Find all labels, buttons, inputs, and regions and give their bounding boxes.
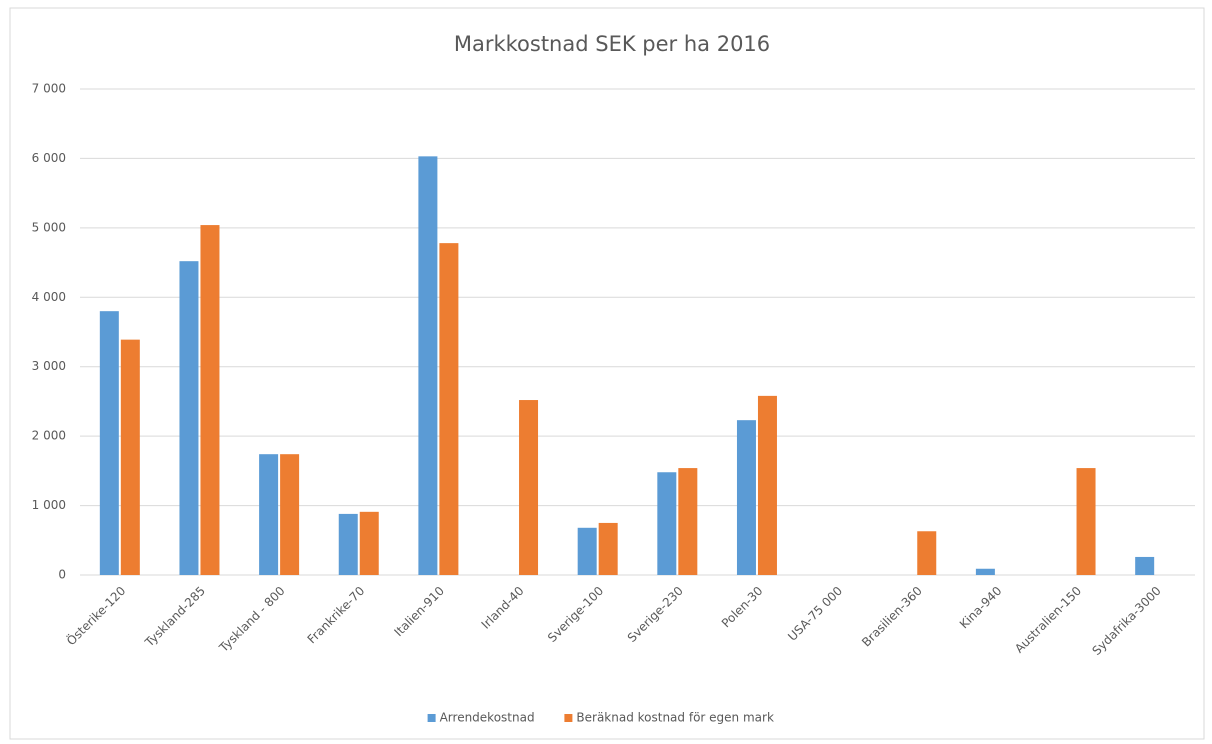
chart-title: Markkostnad SEK per ha 2016 <box>454 32 770 56</box>
bar <box>975 568 995 575</box>
y-tick-label: 1 000 <box>32 498 66 512</box>
bar <box>678 468 698 575</box>
bar <box>577 527 597 575</box>
bar <box>280 454 300 575</box>
y-tick-label: 2 000 <box>32 429 66 443</box>
bar <box>418 156 438 576</box>
y-tick-label: 5 000 <box>32 220 66 234</box>
legend-swatch <box>564 714 573 722</box>
bar <box>917 531 937 575</box>
y-tick-label: 4 000 <box>32 290 66 304</box>
y-tick-label: 0 <box>58 568 66 582</box>
bar <box>359 511 379 575</box>
bar <box>120 339 140 575</box>
legend-label: Arrendekostnad <box>440 711 535 725</box>
bar <box>1076 468 1096 575</box>
y-tick-label: 7 000 <box>32 82 66 96</box>
bar <box>200 225 220 575</box>
bar <box>439 243 459 576</box>
bar <box>736 420 756 575</box>
legend-swatch <box>427 714 436 722</box>
bar <box>598 522 618 575</box>
bar <box>179 261 199 575</box>
y-tick-label: 3 000 <box>32 359 66 373</box>
bar <box>338 513 358 575</box>
bar <box>519 400 539 575</box>
bar <box>757 395 777 575</box>
bar <box>259 454 279 575</box>
y-tick-label: 6 000 <box>32 151 66 165</box>
legend-label: Beräknad kostnad för egen mark <box>576 711 774 725</box>
bar <box>1135 556 1155 575</box>
bar <box>657 472 677 575</box>
bar <box>99 311 119 575</box>
